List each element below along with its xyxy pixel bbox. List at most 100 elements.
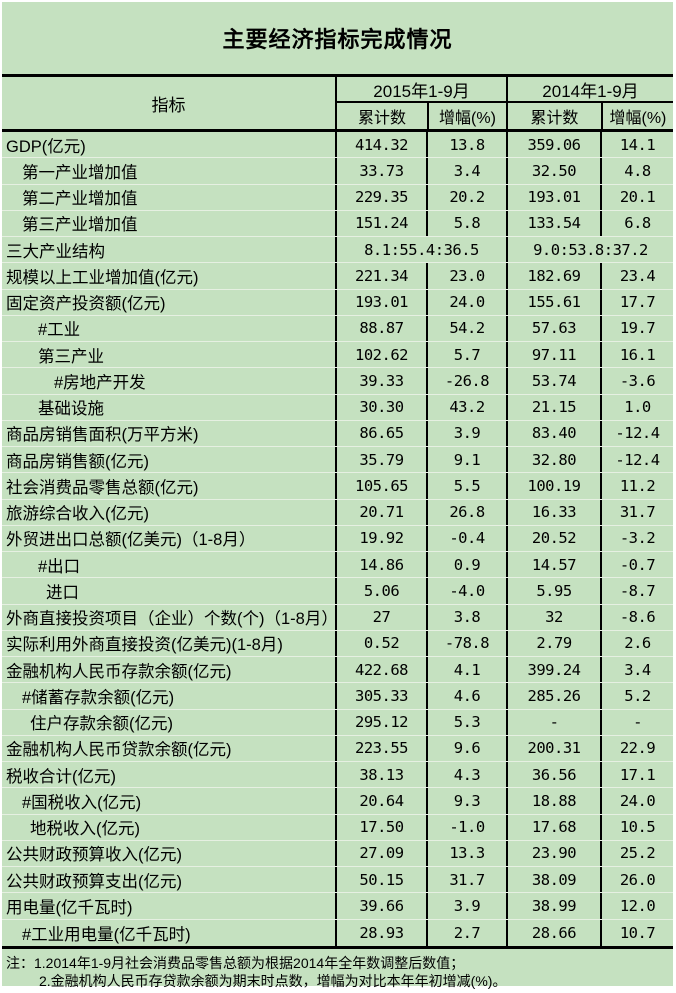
value-cell: 182.69 — [506, 263, 600, 289]
indicator-cell: 金融机构人民币存款余额(亿元) — [6, 662, 232, 681]
header-2014-cumulative: 累计数 — [530, 110, 579, 127]
table-row: 金融机构人民币存款余额(亿元) 422.68 4.1 399.24 3.4 — [2, 657, 673, 684]
header-group-2014: 2014年1-9月 累计数 增幅(%) — [506, 77, 673, 129]
indicator-cell: #工业 — [38, 321, 81, 340]
value-cell: 23.90 — [506, 840, 600, 866]
table-body: GDP(亿元) 414.32 13.8 359.06 14.1 第一产业增加值 33.73 3… — [2, 132, 673, 946]
table-row: 基础设施 30.30 43.2 21.15 1.0 — [2, 394, 673, 421]
value-cell: 16.1 — [600, 342, 673, 368]
value-cell: 31.7 — [600, 499, 673, 525]
value-cell: 50.15 — [335, 867, 426, 893]
value-cell: 5.2 — [600, 683, 673, 709]
value-cell: 20.64 — [335, 788, 426, 814]
value-cell: 88.87 — [335, 315, 426, 341]
value-cell: 359.06 — [506, 132, 600, 158]
value-cell: 2.6 — [600, 630, 673, 656]
value-cell: 17.50 — [335, 814, 426, 840]
header-indicator: 指标 — [151, 95, 186, 115]
value-cell: 414.32 — [335, 132, 426, 158]
value-cell: -26.8 — [426, 368, 506, 394]
value-cell: 43.2 — [426, 394, 506, 420]
indicator-cell: #房地产开发 — [54, 373, 146, 392]
table-row: 固定资产投资额(亿元) 193.01 24.0 155.61 17.7 — [2, 289, 673, 316]
table-row: 税收合计(亿元) 38.13 4.3 36.56 17.1 — [2, 762, 673, 789]
value-cell: 399.24 — [506, 657, 600, 683]
value-cell: 1.0 — [600, 394, 673, 420]
table-header: 指标 2015年1-9月 累计数 增幅(%) 2014年1-9月 累计数 增幅(… — [2, 74, 673, 132]
value-cell: 2.7 — [426, 919, 506, 946]
table-row: 社会消费品零售总额(亿元) 105.65 5.5 100.19 11.2 — [2, 473, 673, 500]
table-row: 公共财政预算收入(亿元) 27.09 13.3 23.90 25.2 — [2, 840, 673, 867]
value-cell: 17.68 — [506, 814, 600, 840]
value-cell: -8.6 — [600, 604, 673, 630]
value-cell: 221.34 — [335, 263, 426, 289]
table-row: 外商直接投资项目（企业）个数(个)（1-8月） 27 3.8 32 -8.6 — [2, 604, 673, 631]
header-2014-growth: 增幅(%) — [600, 103, 673, 129]
indicator-cell: 地税收入(亿元) — [30, 820, 140, 839]
indicator-cell: 第二产业增加值 — [22, 190, 138, 209]
value-cell: 3.9 — [426, 893, 506, 919]
value-cell: 38.13 — [335, 762, 426, 788]
indicator-cell: 外商直接投资项目（企业）个数(个)（1-8月） — [6, 610, 335, 629]
value-cell: 17.7 — [600, 289, 673, 315]
value-cell: 10.5 — [600, 814, 673, 840]
value-cell: 305.33 — [335, 683, 426, 709]
value-cell: 193.01 — [335, 289, 426, 315]
table-row: 外贸进出口总额(亿美元)（1-8月） 19.92 -0.4 20.52 -3.2 — [2, 525, 673, 552]
indicator-cell: 第一产业增加值 — [22, 163, 138, 182]
indicator-cell: #出口 — [38, 557, 81, 576]
header-group-2015: 2015年1-9月 累计数 增幅(%) — [335, 77, 506, 129]
table-row: 第一产业增加值 33.73 3.4 32.50 4.8 — [2, 158, 673, 185]
value-cell: - — [506, 709, 600, 735]
value-cell: 27 — [335, 604, 426, 630]
table-row: #储蓄存款余额(亿元) 305.33 4.6 285.26 5.2 — [2, 683, 673, 710]
value-cell: -3.2 — [600, 525, 673, 551]
value-cell: 5.8 — [426, 210, 506, 236]
value-cell: 10.7 — [600, 919, 673, 946]
value-cell: -8.7 — [600, 578, 673, 604]
header-2015-growth: 增幅(%) — [426, 103, 506, 129]
value-cell: 223.55 — [335, 735, 426, 761]
value-cell: 28.66 — [506, 919, 600, 946]
value-cell: 3.4 — [600, 657, 673, 683]
value-cell: 24.0 — [600, 788, 673, 814]
indicator-cell: 外贸进出口总额(亿美元)（1-8月） — [6, 531, 256, 550]
indicator-cell: 住户存款余额(亿元) — [30, 715, 173, 734]
table-row: 金融机构人民币贷款余额(亿元) 223.55 9.6 200.31 22.9 — [2, 735, 673, 762]
value-cell: 54.2 — [426, 315, 506, 341]
value-cell: 14.57 — [506, 552, 600, 578]
value-cell: 295.12 — [335, 709, 426, 735]
indicator-cell: 公共财政预算支出(亿元) — [6, 872, 182, 891]
header-year-2015: 2015年1-9月 — [337, 77, 506, 103]
value-cell: 53.74 — [506, 368, 600, 394]
value-cell: 6.8 — [600, 210, 673, 236]
table-row: #工业用电量(亿千瓦时) 28.93 2.7 28.66 10.7 — [2, 919, 673, 946]
value-cell: 23.0 — [426, 263, 506, 289]
merged-value-cell: 8.1:55.4:36.5 — [335, 237, 506, 263]
table-row: 规模以上工业增加值(亿元) 221.34 23.0 182.69 23.4 — [2, 263, 673, 290]
value-cell: 16.33 — [506, 499, 600, 525]
value-cell: 4.8 — [600, 158, 673, 184]
table-row: GDP(亿元) 414.32 13.8 359.06 14.1 — [2, 132, 673, 159]
value-cell: 133.54 — [506, 210, 600, 236]
value-cell: -1.0 — [426, 814, 506, 840]
value-cell: 25.2 — [600, 840, 673, 866]
table-row: 三大产业结构 8.1:55.4:36.5 9.0:53.8:37.2 — [2, 237, 673, 264]
table-row: 商品房销售额(亿元) 35.79 9.1 32.80 -12.4 — [2, 447, 673, 474]
title-band: 主要经济指标完成情况 — [2, 2, 673, 74]
value-cell: 151.24 — [335, 210, 426, 236]
value-cell: 100.19 — [506, 473, 600, 499]
table-row: 进口 5.06 -4.0 5.95 -8.7 — [2, 578, 673, 605]
indicator-cell: #工业用电量(亿千瓦时) — [22, 925, 191, 944]
footnotes: 注：1.2014年1-9月社会消费品零售总额为根据2014年全年数调整后数值； … — [2, 946, 673, 993]
value-cell: 9.1 — [426, 447, 506, 473]
value-cell: 39.66 — [335, 893, 426, 919]
indicator-cell: 用电量(亿千瓦时) — [6, 898, 133, 917]
value-cell: 83.40 — [506, 420, 600, 446]
indicator-cell: 公共财政预算收入(亿元) — [6, 846, 182, 865]
value-cell: 18.88 — [506, 788, 600, 814]
value-cell: 22.9 — [600, 735, 673, 761]
indicator-cell: 税收合计(亿元) — [6, 767, 116, 786]
value-cell: 20.2 — [426, 184, 506, 210]
value-cell: 36.56 — [506, 762, 600, 788]
